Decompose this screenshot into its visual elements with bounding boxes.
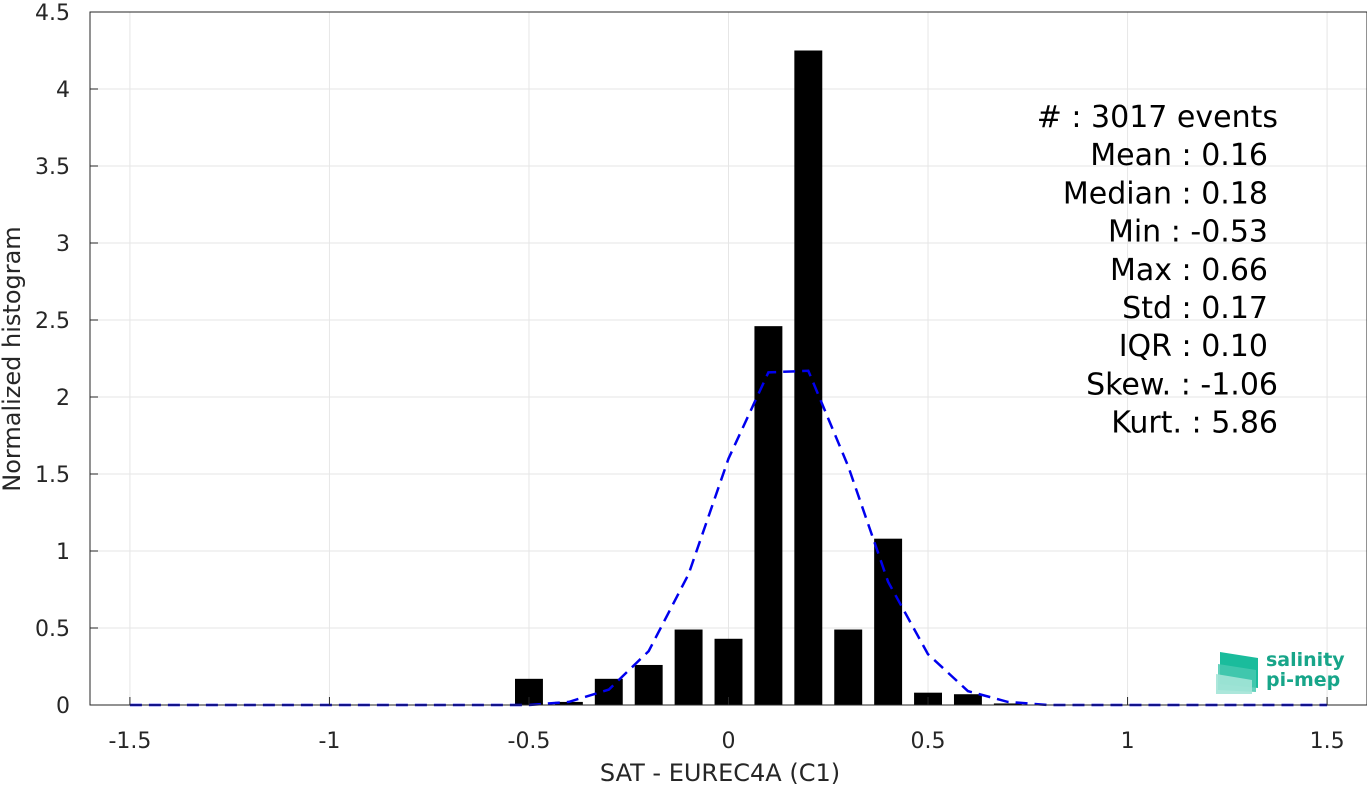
histogram-bar-7 [794, 50, 823, 705]
histogram-bars [515, 50, 1022, 705]
x-axis-ticks: -1.5 -1 -0.5 0 0.5 1 1.5 [108, 697, 1345, 754]
y-axis-label: Normalized histogram [0, 226, 26, 491]
stat-line-7: Skew. : -1.06 [1086, 367, 1278, 402]
logo-waves-icon [1216, 652, 1258, 694]
stat-line-8: Kurt. : 5.86 [1111, 406, 1278, 441]
histogram-bar-9 [874, 538, 903, 705]
x-tick-label-5: 1 [1121, 729, 1135, 754]
stat-line-2: Median : 0.18 [1063, 176, 1268, 211]
y-tick-label-1: 0.5 [35, 617, 70, 642]
histogram-bar-2 [594, 678, 623, 705]
histogram-bar-11 [953, 694, 982, 705]
histogram-bar-4 [674, 629, 703, 705]
y-tick-label-7: 3.5 [35, 155, 70, 180]
histogram-bar-6 [754, 326, 783, 705]
y-tick-label-0: 0 [56, 694, 70, 719]
histogram-bar-12 [993, 703, 1022, 705]
y-tick-label-2: 1 [56, 540, 70, 565]
x-tick-label-3: 0 [722, 729, 736, 754]
stat-line-6: IQR : 0.10 [1119, 329, 1268, 364]
y-tick-label-8: 4 [56, 78, 70, 103]
y-axis-ticks: 0 0.5 1 1.5 2 2.5 3 3.5 4 4.5 [35, 1, 98, 719]
stat-line-1: Mean : 0.16 [1090, 138, 1268, 173]
stat-line-3: Min : -0.53 [1108, 215, 1268, 250]
y-tick-label-6: 3 [56, 232, 70, 257]
histogram-bar-1 [554, 701, 583, 705]
x-tick-label-1: -1 [318, 729, 340, 754]
logo-text-salinity: salinity [1266, 649, 1345, 671]
y-tick-label-3: 1.5 [35, 463, 70, 488]
x-axis-label: SAT - EUREC4A (C1) [600, 759, 840, 785]
y-tick-label-9: 4.5 [35, 1, 70, 26]
x-tick-label-6: 1.5 [1310, 729, 1345, 754]
histogram-bar-3 [634, 664, 663, 705]
stat-line-4: Max : 0.66 [1110, 253, 1268, 288]
x-tick-label-4: 0.5 [911, 729, 946, 754]
x-tick-label-0: -1.5 [108, 729, 151, 754]
logo-text-pi-mep: pi-mep [1266, 669, 1340, 691]
histogram-bar-5 [714, 638, 743, 705]
salinity-pi-mep-logo: salinity pi-mep [1216, 649, 1345, 694]
stat-line-0: # : 3017 events [1037, 100, 1278, 135]
y-tick-label-5: 2.5 [35, 309, 70, 334]
stat-line-5: Std : 0.17 [1122, 291, 1268, 326]
histogram-bar-8 [834, 629, 863, 705]
y-tick-label-4: 2 [56, 386, 70, 411]
x-tick-label-2: -0.5 [508, 729, 551, 754]
